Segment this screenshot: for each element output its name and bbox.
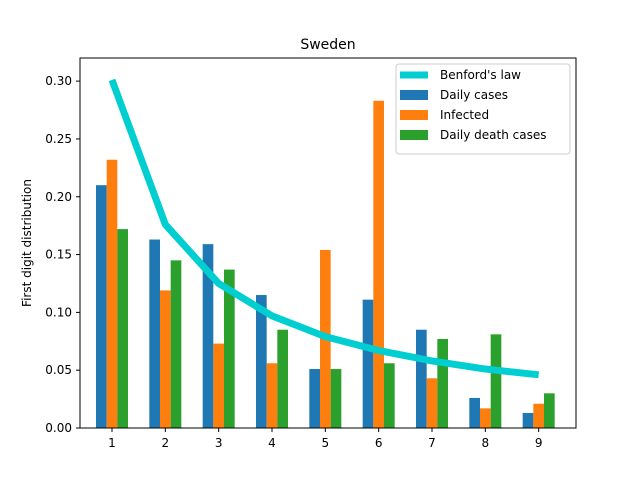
axes-layer: 1 2 3 4 5 6 7 8 9 0.00 0.05 0.10 0.15 0.20 0.25 0.30: [45, 57, 577, 450]
legend: Benford's law Daily cases Infected Daily de…: [395, 63, 571, 155]
y-tick-label-6: 0.30: [45, 74, 72, 88]
y-tick-label-4: 0.20: [45, 190, 72, 204]
legend-label-daily-cases: Daily cases: [440, 88, 508, 102]
x-tick-label-8: 8: [482, 436, 490, 450]
y-axis-label: First digit distribution: [20, 179, 34, 307]
legend-swatch-daily-death-cases: [400, 130, 428, 140]
bar-infected-7: [426, 378, 438, 428]
x-tick-label-7: 7: [428, 436, 436, 450]
legend-swatch-daily-cases: [400, 90, 428, 100]
bar-daily-death-cases-3: [224, 269, 235, 428]
bar-infected-2: [160, 290, 171, 428]
bar-daily-cases-9: [522, 412, 534, 428]
x-tick-label-9: 9: [535, 436, 543, 450]
bar-daily-death-cases-9: [544, 393, 555, 428]
x-tick-label-4: 4: [268, 436, 276, 450]
bar-daily-cases-3: [202, 244, 214, 428]
bar-daily-death-cases-5: [330, 369, 342, 428]
x-tick-label-2: 2: [162, 436, 170, 450]
bar-daily-death-cases-1: [117, 229, 128, 428]
bar-daily-cases-2: [149, 239, 160, 428]
x-tick-label-1: 1: [108, 436, 116, 450]
bars-layer: [96, 100, 555, 428]
y-tick-label-5: 0.25: [45, 132, 72, 146]
bar-daily-death-cases-4: [277, 329, 288, 428]
bar-daily-cases-1: [96, 185, 107, 428]
y-tick-label-3: 0.15: [45, 248, 72, 262]
legend-label-benford-s-law: Benford's law: [440, 68, 521, 82]
bar-daily-cases-4: [256, 295, 267, 428]
bar-daily-cases-5: [309, 369, 320, 428]
bar-daily-cases-8: [469, 397, 480, 428]
y-tick-label-1: 0.05: [45, 363, 72, 377]
legend-label-daily-death-cases: Daily death cases: [440, 128, 547, 142]
bar-infected-6: [373, 100, 384, 428]
benford-line: [108, 78, 540, 379]
line-layer: [108, 78, 540, 379]
y-tick-label-2: 0.10: [45, 305, 72, 319]
x-tick-label-6: 6: [375, 436, 383, 450]
x-tick-label-5: 5: [322, 436, 330, 450]
legend-swatch-infected: [400, 110, 428, 120]
bar-daily-death-cases-2: [170, 260, 182, 428]
bar-infected-8: [480, 408, 491, 428]
bar-daily-death-cases-7: [437, 338, 448, 428]
y-tick-label-0: 0.00: [45, 421, 72, 435]
bar-daily-cases-7: [416, 329, 427, 428]
bar-infected-4: [266, 363, 278, 428]
bar-daily-death-cases-8: [490, 334, 502, 428]
chart-title: Sweden: [300, 37, 355, 53]
legend-label-infected: Infected: [440, 108, 489, 122]
plot-frame: [79, 57, 577, 429]
legend-box: [395, 63, 571, 155]
bar-infected-1: [106, 159, 118, 428]
x-tick-label-3: 3: [215, 436, 223, 450]
bar-infected-3: [213, 343, 224, 428]
bar-infected-9: [533, 403, 544, 428]
bar-daily-death-cases-6: [384, 363, 395, 428]
bar-daily-cases-6: [362, 299, 374, 428]
